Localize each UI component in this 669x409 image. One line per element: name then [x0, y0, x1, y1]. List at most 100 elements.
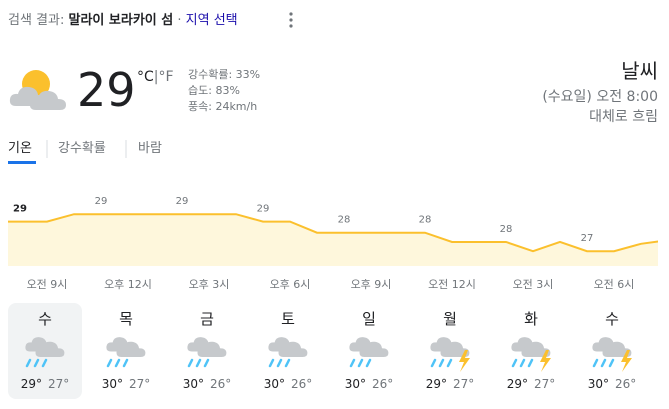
value-label: 28	[419, 215, 432, 226]
rain-drop	[122, 358, 129, 368]
x-tick-label: 오전 6시	[594, 278, 635, 291]
unit-c[interactable]: °C	[137, 69, 154, 85]
day-icon	[511, 337, 551, 372]
lightning	[540, 350, 551, 372]
tab[interactable]: 바람	[138, 141, 162, 156]
daily-forecast: 수29° 27°목30° 27°금30° 26°토30° 26°일30° 26°월29° 2…	[8, 303, 636, 399]
day-cell[interactable]: 수 30° 26°	[588, 310, 637, 391]
day-temps: 29° 27°	[426, 377, 475, 391]
rain-drop	[592, 358, 599, 368]
day-cell[interactable]: 금 30° 26°	[183, 310, 232, 391]
separator: ·	[177, 13, 181, 28]
unit-f[interactable]: °F	[159, 69, 174, 85]
temperature-chart	[8, 213, 658, 266]
rain-drop	[438, 358, 445, 368]
low-temp: 26°	[372, 377, 393, 391]
low-temp: 27°	[48, 377, 69, 391]
weather-time: (수요일) 오전 8:00	[542, 89, 658, 105]
rain-drop	[365, 358, 372, 368]
day-cell[interactable]: 토 30° 26°	[264, 310, 313, 391]
x-tick-label: 오전 9시	[27, 278, 68, 291]
day-icon	[106, 337, 146, 368]
lightning	[621, 350, 632, 372]
day-temps: 30° 26°	[345, 377, 394, 391]
search-label: 검색 결과:	[8, 13, 64, 28]
rain-drop	[25, 358, 32, 368]
day-cell[interactable]: 목 30° 27°	[102, 310, 151, 391]
location: 말라이 보라카이 섬	[69, 12, 174, 28]
rain-drop	[41, 358, 48, 368]
high-temp: 30°	[102, 377, 123, 391]
unit-sep: |	[154, 69, 159, 85]
high-temp: 29°	[426, 377, 447, 391]
day-temps: 30° 26°	[588, 377, 637, 391]
rain-drop	[284, 358, 291, 368]
rain-drop	[187, 358, 194, 368]
high-temp: 29°	[21, 377, 42, 391]
search-line: 검색 결과: 말라이 보라카이 섬 · 지역 선택	[8, 12, 238, 28]
more-menu[interactable]	[289, 12, 293, 28]
rain-drop	[276, 358, 283, 368]
rain-drop	[600, 358, 607, 368]
low-temp: 26°	[210, 377, 231, 391]
value-label: 28	[500, 224, 513, 235]
x-tick-label: 오후 12시	[104, 278, 152, 291]
day-name: 금	[200, 310, 214, 328]
precipitation: 강수확률: 33%	[188, 68, 260, 81]
day-name: 토	[281, 310, 295, 328]
x-tick-label: 오후 9시	[351, 278, 392, 291]
x-tick-label: 오전 12시	[428, 278, 476, 291]
lightning	[459, 350, 470, 372]
tab[interactable]: 강수확률	[58, 141, 106, 156]
low-temp: 27°	[534, 377, 555, 391]
day-name: 화	[524, 310, 538, 328]
low-temp: 26°	[291, 377, 312, 391]
day-name: 일	[362, 310, 376, 328]
day-cell[interactable]: 수 29° 27°	[8, 303, 82, 399]
high-temp: 30°	[183, 377, 204, 391]
value-label: 29	[95, 196, 108, 207]
day-icon	[187, 337, 227, 368]
day-icon	[592, 337, 632, 372]
temperature-area	[8, 214, 658, 266]
x-tick-label: 오후 3시	[189, 278, 230, 291]
value-label: 29	[176, 196, 189, 207]
high-temp: 30°	[264, 377, 285, 391]
low-temp: 27°	[129, 377, 150, 391]
current-icon	[9, 70, 66, 110]
day-icon	[268, 337, 308, 368]
day-cell[interactable]: 일 30° 26°	[345, 310, 394, 391]
value-label: 29	[257, 204, 270, 215]
rain-drop	[511, 358, 518, 368]
day-name: 수	[38, 310, 52, 328]
high-temp: 30°	[345, 377, 366, 391]
value-label: 28	[338, 215, 351, 226]
rain-drop	[446, 358, 453, 368]
x-tick-label: 오전 3시	[513, 278, 554, 291]
day-cell[interactable]: 월 29° 27°	[426, 310, 475, 391]
day-name: 수	[605, 310, 619, 328]
day-temps: 30° 26°	[183, 377, 232, 391]
change-location[interactable]: 지역 선택	[186, 13, 238, 28]
value-label: 29	[13, 204, 27, 215]
day-name: 월	[443, 310, 457, 328]
tab[interactable]: 기온	[8, 141, 32, 156]
x-tick-label: 오후 6시	[270, 278, 311, 291]
value-label: 27	[581, 233, 594, 244]
unit-toggle: °C|°F	[137, 69, 174, 85]
day-temps: 30° 26°	[264, 377, 313, 391]
high-temp: 29°	[507, 377, 528, 391]
day-name: 목	[119, 310, 133, 328]
current-temperature: 29	[77, 63, 136, 117]
day-cell[interactable]: 화 29° 27°	[507, 310, 556, 391]
rain-drop	[195, 358, 202, 368]
rain-drop	[349, 358, 356, 368]
chart-labels: 29 오전 9시 29 오후 12시 29 오후 3시 29 오후 6시 28 오후 9시 28 오전…	[13, 196, 634, 291]
rain-drop	[203, 358, 210, 368]
rain-drop	[527, 358, 534, 368]
day-icon	[430, 337, 470, 372]
day-temps: 30° 27°	[102, 377, 151, 391]
rain-drop	[114, 358, 121, 368]
high-temp: 30°	[588, 377, 609, 391]
